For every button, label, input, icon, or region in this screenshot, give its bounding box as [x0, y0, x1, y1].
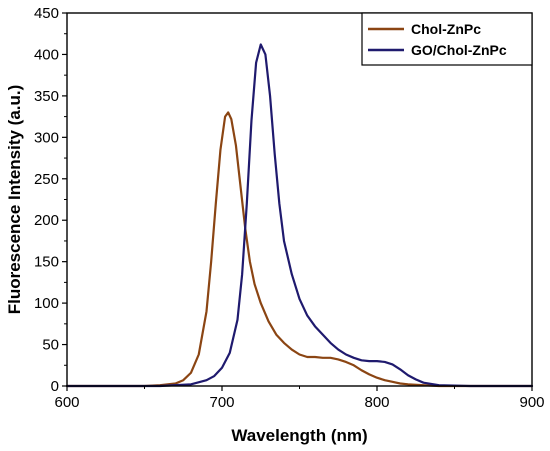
- y-axis-title: Fluorescence Intensity (a.u.): [5, 85, 24, 315]
- x-tick-label: 700: [209, 394, 234, 411]
- x-tick-label: 800: [364, 394, 389, 411]
- y-tick-label: 50: [42, 337, 59, 354]
- y-tick-label: 400: [34, 46, 59, 63]
- y-tick-label: 150: [34, 254, 59, 271]
- legend: Chol-ZnPc GO/Chol-ZnPc: [361, 12, 533, 66]
- legend-box: [361, 12, 533, 66]
- legend-label-2: GO/Chol-ZnPc: [411, 42, 507, 58]
- axes: 600 700 800 900 0 50 100 150 200 250 300 350 400 450: [34, 5, 545, 411]
- x-axis-title: Wavelength (nm): [231, 426, 367, 445]
- x-tick-label: 600: [54, 394, 79, 411]
- series-line-2: [65, 43, 534, 388]
- plot-area: [65, 43, 534, 388]
- y-tick-label: 200: [34, 212, 59, 229]
- series-line-1: [65, 111, 534, 388]
- y-tick-label: 300: [34, 129, 59, 146]
- y-tick-label: 250: [34, 171, 59, 188]
- y-tick-label: 350: [34, 88, 59, 105]
- y-tick-label: 100: [34, 295, 59, 312]
- y-tick-label: 0: [51, 378, 59, 395]
- y-tick-label: 450: [34, 5, 59, 22]
- x-tick-label: 900: [519, 394, 544, 411]
- plot-frame: [66, 12, 533, 387]
- legend-label-1: Chol-ZnPc: [411, 21, 481, 37]
